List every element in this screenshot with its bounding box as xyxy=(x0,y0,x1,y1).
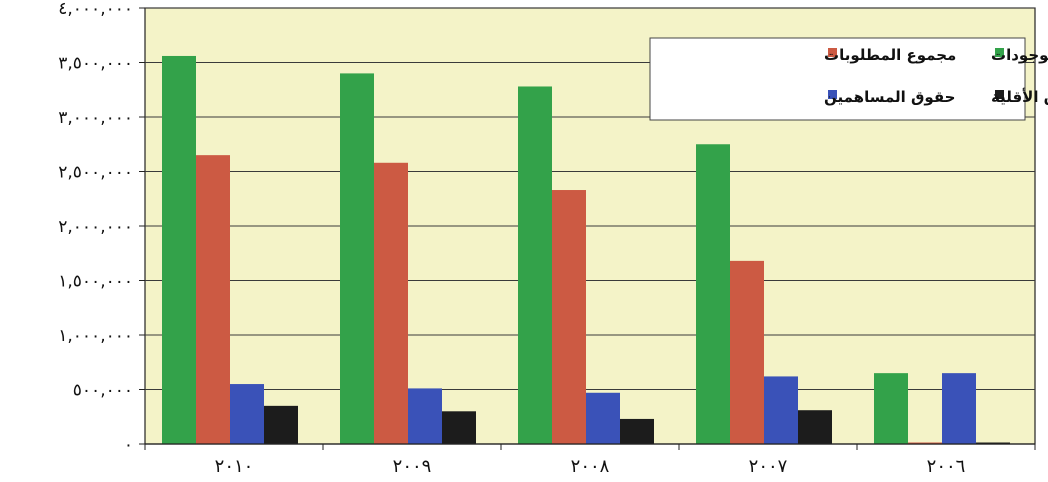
x-tick-label: ٢٠٠٧ xyxy=(749,456,788,477)
legend-swatch xyxy=(828,90,837,99)
y-tick-label: ١,٥٠٠,٠٠٠ xyxy=(58,272,133,292)
y-tick-label: ٢,٠٠٠,٠٠٠ xyxy=(58,217,133,237)
bar xyxy=(518,86,552,444)
bar xyxy=(696,144,730,444)
bar xyxy=(764,376,798,444)
legend-box xyxy=(649,37,1026,121)
bar xyxy=(798,410,832,444)
bars xyxy=(162,55,1010,445)
bar xyxy=(620,418,654,444)
bar xyxy=(340,73,374,445)
bar xyxy=(586,392,620,444)
y-tick-label: ٢,٥٠٠,٠٠٠ xyxy=(58,163,133,183)
bar xyxy=(162,55,196,445)
legend-swatch xyxy=(995,90,1004,99)
legend-label: مجموع المطلوبات xyxy=(824,46,956,64)
y-tick-label: ٥٠٠,٠٠٠ xyxy=(73,381,133,401)
bar xyxy=(230,384,264,444)
legend: مجموع الموجودات مجموع المطلوبات حقوق المسا… xyxy=(649,37,1048,121)
bar xyxy=(730,260,764,444)
bar xyxy=(874,373,908,444)
legend-swatch xyxy=(995,48,1004,57)
y-tick-label: ٤,٠٠٠,٠٠٠ xyxy=(58,0,133,19)
y-axis: ٠ ٥٠٠,٠٠٠ ١,٠٠٠,٠٠٠ ١,٥٠٠,٠٠٠ ٢,٠٠٠,٠٠٠ ٢,٥٠٠… xyxy=(58,0,145,455)
x-tick-label: ٢٠١٠ xyxy=(215,456,254,477)
legend-label: مجموع الموجودات xyxy=(991,46,1048,64)
bar xyxy=(942,373,976,444)
bar xyxy=(374,162,408,444)
y-tick-label: ١,٠٠٠,٠٠٠ xyxy=(58,326,133,346)
legend-label: حقوق المساهمين xyxy=(824,88,955,106)
legend-label: حقوق الأقلية xyxy=(991,88,1048,106)
x-tick-label: ٢٠٠٨ xyxy=(571,456,610,477)
bar xyxy=(908,442,942,444)
y-tick-label: ٣,٥٠٠,٠٠٠ xyxy=(58,54,133,74)
x-axis: ٢٠١٠ ٢٠٠٩ ٢٠٠٨ ٢٠٠٧ ٢٠٠٦ xyxy=(144,443,1036,477)
x-tick-label: ٢٠٠٩ xyxy=(393,456,432,477)
bar xyxy=(196,155,230,444)
y-tick-label: ٠ xyxy=(124,435,133,455)
bar xyxy=(976,442,1010,444)
legend-swatch xyxy=(828,48,837,57)
x-tick-label: ٢٠٠٦ xyxy=(927,456,966,477)
bar xyxy=(264,405,298,444)
bar xyxy=(442,411,476,444)
y-tick-label: ٣,٠٠٠,٠٠٠ xyxy=(58,108,133,128)
bar xyxy=(408,388,442,444)
bar xyxy=(552,190,586,444)
